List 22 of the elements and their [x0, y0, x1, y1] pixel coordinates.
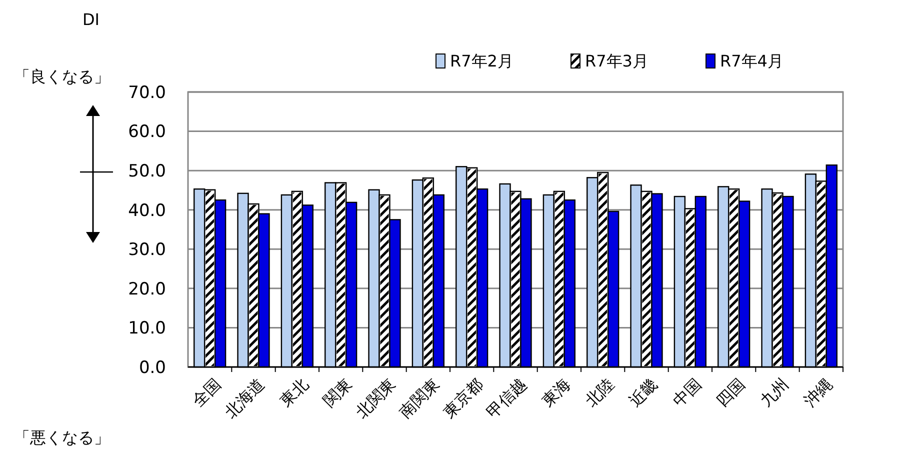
y-axis-title: DI — [82, 10, 100, 29]
y-tick-label: 60.0 — [128, 122, 166, 142]
x-tick-label: 東海 — [538, 374, 574, 410]
text: 「良くなる」 — [14, 67, 110, 86]
x-tick-label: 近畿 — [625, 374, 662, 410]
x-tick-label: 九州 — [756, 374, 792, 410]
y-tick-label: 30.0 — [128, 240, 166, 260]
legend-label: R7年2月 — [450, 52, 514, 71]
legend-label: R7年4月 — [720, 52, 784, 71]
y-tick-label: 40.0 — [128, 200, 166, 221]
x-tick-label: 中国 — [668, 374, 705, 410]
y-tick-label: 20.0 — [128, 279, 166, 300]
y-tick-label: 0.0 — [138, 358, 166, 378]
y-tick-label: 50.0 — [128, 162, 166, 182]
y-tick-label: 10.0 — [128, 318, 166, 339]
x-tick-label: 四国 — [712, 374, 749, 410]
legend-label: R7年3月 — [585, 52, 648, 71]
x-tick-label: 東北 — [276, 374, 312, 410]
y-tick-label: 70.0 — [128, 82, 166, 103]
text: 「悪くなる」 — [14, 428, 110, 447]
x-tick-label: 沖縄 — [800, 374, 836, 410]
x-tick-label: 北陸 — [582, 374, 618, 410]
